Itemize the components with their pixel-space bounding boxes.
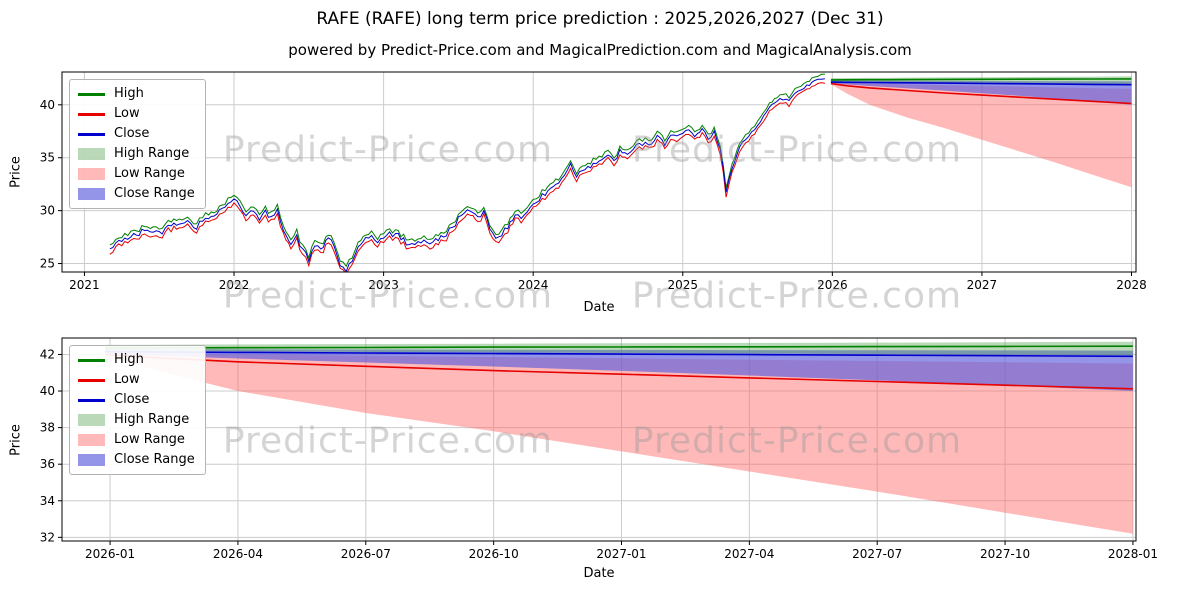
legend-item-high: High: [78, 352, 195, 368]
y-tick-label: 35: [40, 151, 55, 165]
close-line-forecast: [830, 81, 1132, 86]
x-tick-label: 2026-10: [469, 547, 519, 561]
close-line-history: [109, 78, 825, 272]
x-tick-label: 2023: [368, 278, 399, 292]
legend-line-swatch: [78, 132, 105, 136]
high-line-history: [109, 73, 825, 268]
legend-item-label: Close Range: [114, 186, 195, 201]
y-tick-label: 40: [40, 384, 55, 398]
plot-border: [61, 71, 1137, 273]
x-tick-label: 2026: [817, 278, 848, 292]
legend-patch-swatch: [78, 454, 105, 466]
legend-line-swatch: [78, 398, 105, 402]
plot-area: [109, 73, 1132, 272]
low-range-band: [105, 352, 1133, 534]
legend-line-swatch: [78, 378, 105, 382]
x-tick-label: 2024: [518, 278, 549, 292]
legend-item-label: High Range: [114, 146, 190, 161]
y-tick-label: 30: [40, 204, 55, 218]
x-tick-label: 2027: [967, 278, 998, 292]
legend-item-label: Close: [114, 392, 150, 407]
chart-title: RAFE (RAFE) long term price prediction :…: [316, 9, 884, 29]
x-tick-label: 2022: [219, 278, 250, 292]
high-range-band: [105, 341, 1133, 356]
top-price-axis-label: Price: [8, 156, 24, 188]
low-range-band: [830, 82, 1132, 188]
legend-item-high-range: High Range: [78, 412, 195, 428]
legend-bottom-chart: High Low Close High Range Low Range Close Ran…: [69, 345, 206, 475]
legend-item-low: Low: [78, 106, 195, 122]
plot-area: [104, 341, 1133, 534]
legend-item-label: Low Range: [114, 166, 185, 181]
x-tick-label: 2027-07: [852, 547, 902, 561]
legend-item-high-range: High Range: [78, 146, 195, 162]
legend-line-swatch: [78, 358, 105, 362]
x-tick-label: 2027-10: [980, 547, 1030, 561]
plot-border: [61, 337, 1137, 542]
chart-subtitle: powered by Predict-Price.com and Magical…: [288, 41, 912, 59]
top-date-axis-label: Date: [583, 300, 615, 315]
legend-patch-swatch: [78, 434, 105, 446]
legend-item-label: Low: [114, 106, 140, 121]
y-tick-label: 34: [40, 494, 55, 508]
legend-item-close-range: Close Range: [78, 452, 195, 468]
legend-item-low: Low: [78, 372, 195, 388]
legend-item-close: Close: [78, 392, 195, 408]
x-tick-label: 2027-01: [596, 547, 646, 561]
x-tick-label: 2026-01: [85, 547, 135, 561]
legend-item-high: High: [78, 86, 195, 102]
legend-item-close: Close: [78, 126, 195, 142]
x-tick-label: 2026-07: [341, 547, 391, 561]
low-line-history: [109, 82, 826, 272]
x-tick-label: 2028-01: [1108, 547, 1158, 561]
legend-item-low-range: Low Range: [78, 432, 195, 448]
close-range-band: [105, 349, 1133, 391]
legend-patch-swatch: [78, 414, 105, 426]
legend-item-label: Close: [114, 126, 150, 141]
legend-item-label: Close Range: [114, 452, 195, 467]
legend-top-chart: High Low Close High Range Low Range Close Ran…: [69, 79, 206, 209]
high-line-forecast: [830, 78, 1132, 81]
y-tick-label: 42: [40, 347, 55, 361]
legend-item-label: High: [114, 86, 144, 101]
legend-item-label: High: [114, 352, 144, 367]
legend-patch-swatch: [78, 188, 105, 200]
legend-item-label: High Range: [114, 412, 190, 427]
x-tick-label: 2025: [667, 278, 698, 292]
x-tick-label: 2027-04: [724, 547, 774, 561]
y-tick-label: 25: [40, 257, 55, 271]
legend-line-swatch: [78, 112, 105, 116]
x-tick-label: 2021: [69, 278, 100, 292]
legend-patch-swatch: [78, 168, 105, 180]
legend-line-swatch: [78, 92, 105, 96]
legend-item-close-range: Close Range: [78, 186, 195, 202]
legend-item-label: Low: [114, 372, 140, 387]
bottom-price-axis-label: Price: [8, 424, 24, 456]
y-tick-label: 38: [40, 421, 55, 435]
y-tick-label: 36: [40, 457, 55, 471]
close-range-band: [830, 80, 1132, 105]
y-tick-label: 40: [40, 98, 55, 112]
legend-patch-swatch: [78, 148, 105, 160]
bottom-date-axis-label: Date: [583, 566, 615, 581]
low-line-forecast: [830, 82, 1132, 105]
x-tick-label: 2026-04: [213, 547, 263, 561]
legend-item-label: Low Range: [114, 432, 185, 447]
x-tick-label: 2028: [1116, 278, 1147, 292]
legend-item-low-range: Low Range: [78, 166, 195, 182]
y-tick-label: 32: [40, 530, 55, 544]
